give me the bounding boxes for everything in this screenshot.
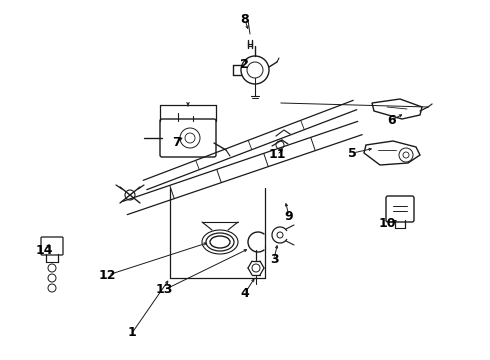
FancyBboxPatch shape	[160, 119, 216, 157]
Text: 11: 11	[268, 148, 286, 161]
Text: 14: 14	[35, 244, 53, 257]
Text: 12: 12	[99, 269, 117, 282]
FancyBboxPatch shape	[41, 237, 63, 255]
Text: 2: 2	[240, 58, 249, 71]
Text: 8: 8	[240, 13, 249, 26]
Text: 4: 4	[241, 287, 249, 300]
Text: 7: 7	[172, 136, 181, 149]
Text: 1: 1	[128, 327, 137, 339]
Text: 3: 3	[270, 253, 279, 266]
Text: 9: 9	[285, 210, 294, 222]
Text: 10: 10	[378, 217, 396, 230]
FancyBboxPatch shape	[386, 196, 414, 222]
Text: 13: 13	[155, 283, 173, 296]
Text: 6: 6	[388, 114, 396, 127]
Text: 5: 5	[348, 147, 357, 159]
